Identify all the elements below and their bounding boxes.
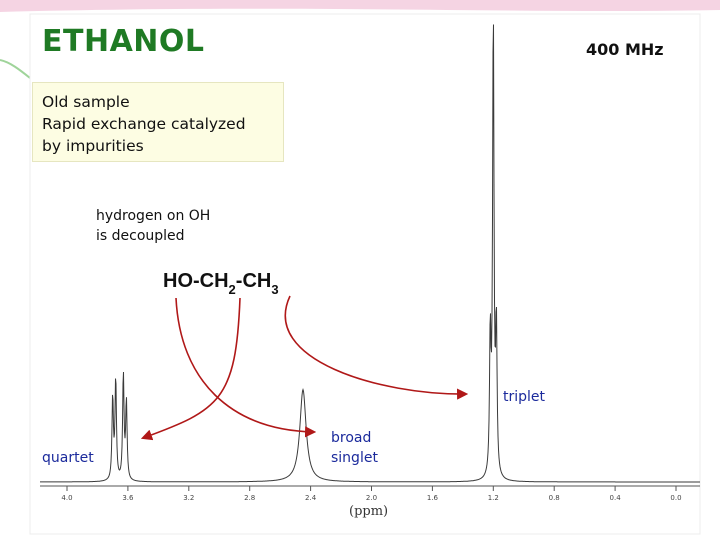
note-line: Rapid exchange catalyzed — [42, 115, 246, 133]
frequency-label: 400 MHz — [586, 40, 664, 59]
x-tick-label: 4.0 — [61, 494, 72, 502]
arrow-to-triplet — [284, 295, 469, 400]
arrow-to-broad-singlet — [175, 297, 317, 438]
decouple-note-line: is decoupled — [96, 228, 185, 244]
sample-note-box: Old sample Rapid exchange catalyzed by i… — [32, 82, 284, 162]
x-tick-label: 2.0 — [366, 494, 377, 502]
x-tick-label: 1.2 — [488, 494, 499, 502]
arrow-to-quartet — [140, 297, 241, 441]
x-tick-label: 2.4 — [305, 494, 317, 502]
page-title: ETHANOL — [42, 24, 205, 59]
x-tick-label: 0.0 — [670, 494, 681, 502]
formula-part: -CH — [235, 270, 272, 292]
formula-subscript: 2 — [228, 282, 236, 297]
x-tick-label: 3.6 — [122, 494, 134, 502]
note-line: Old sample — [42, 93, 130, 111]
broad-singlet-label: singlet — [331, 450, 378, 466]
triplet-label: triplet — [503, 389, 546, 405]
broad-singlet-label: broad — [331, 430, 372, 446]
formula-subscript: 3 — [271, 282, 279, 297]
x-tick-label: 2.8 — [244, 494, 255, 502]
annotation-arrows — [140, 295, 469, 441]
x-tick-label: 3.2 — [183, 494, 194, 502]
ethanol-formula: HO-CH2-CH3 — [163, 270, 279, 297]
x-tick-label: 0.4 — [610, 494, 622, 502]
x-tick-label: 0.8 — [549, 494, 560, 502]
quartet-label: quartet — [42, 450, 94, 466]
x-axis-title: (ppm) — [349, 504, 389, 519]
decouple-note-line: hydrogen on OH — [96, 208, 211, 224]
x-axis: 4.0 3.6 3.2 2.8 2.4 2.0 1.6 1.2 0.8 0.4 0.0 — [40, 485, 700, 502]
formula-part: HO-CH — [163, 270, 229, 292]
spectrum-line — [40, 24, 700, 483]
x-tick-label: 1.6 — [427, 494, 439, 502]
note-line: by impurities — [42, 137, 144, 155]
spectrum-trace — [40, 24, 700, 483]
